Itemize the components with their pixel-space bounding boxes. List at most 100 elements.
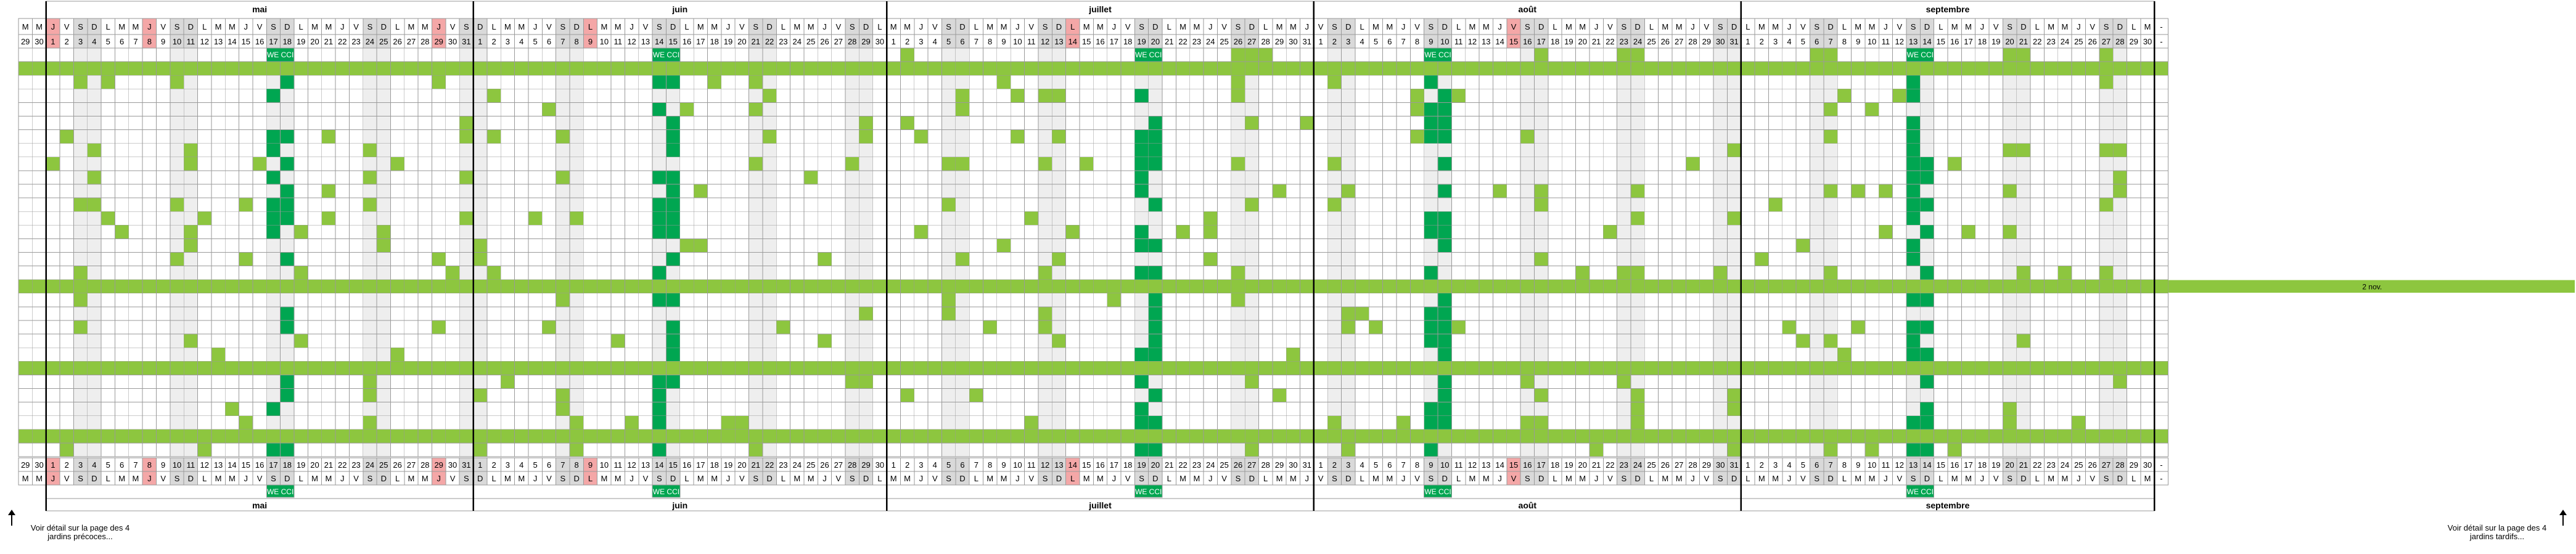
- booking-cell[interactable]: [404, 306, 419, 321]
- booking-cell[interactable]: [266, 415, 281, 430]
- booking-cell[interactable]: [1465, 170, 1480, 185]
- booking-cell[interactable]: [473, 306, 488, 321]
- booking-cell[interactable]: [1768, 143, 1783, 158]
- booking-cell[interactable]: [955, 88, 970, 103]
- booking-cell[interactable]: [1396, 320, 1411, 335]
- booking-cell[interactable]: [417, 266, 432, 280]
- booking-cell[interactable]: [983, 375, 998, 389]
- booking-cell[interactable]: [349, 333, 364, 348]
- booking-cell[interactable]: [597, 75, 612, 89]
- booking-cell[interactable]: [872, 61, 887, 76]
- booking-cell[interactable]: [1341, 375, 1356, 389]
- booking-cell[interactable]: [1396, 347, 1411, 362]
- booking-cell[interactable]: [1107, 388, 1122, 403]
- booking-cell[interactable]: [693, 375, 708, 389]
- booking-cell[interactable]: [115, 157, 129, 171]
- booking-cell[interactable]: [693, 102, 708, 116]
- booking-cell[interactable]: [445, 170, 460, 185]
- booking-cell[interactable]: [1120, 252, 1135, 267]
- booking-cell[interactable]: [1162, 347, 1176, 362]
- booking-cell[interactable]: [18, 88, 33, 103]
- booking-cell[interactable]: [1726, 75, 1742, 89]
- booking-cell[interactable]: [734, 375, 749, 389]
- booking-cell[interactable]: [18, 266, 33, 280]
- booking-cell[interactable]: [817, 129, 832, 144]
- booking-cell[interactable]: [721, 157, 736, 171]
- booking-cell[interactable]: [638, 61, 653, 76]
- booking-cell[interactable]: [142, 88, 157, 103]
- booking-cell[interactable]: [170, 252, 184, 267]
- booking-cell[interactable]: [197, 61, 212, 76]
- booking-cell[interactable]: [59, 47, 74, 62]
- booking-cell[interactable]: [1493, 88, 1507, 103]
- booking-cell[interactable]: [610, 402, 625, 417]
- booking-cell[interactable]: [1341, 333, 1356, 348]
- booking-cell[interactable]: [914, 266, 929, 280]
- booking-cell[interactable]: [1258, 88, 1273, 103]
- booking-cell[interactable]: [927, 375, 942, 389]
- booking-cell[interactable]: [1713, 375, 1728, 389]
- booking-cell[interactable]: [803, 224, 818, 239]
- booking-cell[interactable]: [1134, 170, 1149, 185]
- booking-cell[interactable]: [625, 293, 639, 308]
- booking-cell[interactable]: [211, 347, 226, 362]
- booking-cell[interactable]: [1617, 224, 1631, 239]
- booking-cell[interactable]: [803, 197, 818, 212]
- booking-cell[interactable]: [1602, 375, 1618, 389]
- booking-cell[interactable]: [1010, 279, 1025, 294]
- booking-cell[interactable]: [1148, 61, 1163, 76]
- booking-cell[interactable]: [1024, 279, 1039, 294]
- booking-cell[interactable]: [1575, 320, 1590, 335]
- booking-cell[interactable]: [224, 224, 240, 239]
- booking-cell[interactable]: [528, 143, 543, 158]
- booking-cell[interactable]: [1368, 211, 1384, 226]
- booking-cell[interactable]: [610, 361, 625, 375]
- booking-cell[interactable]: [1726, 306, 1742, 321]
- booking-cell[interactable]: [597, 293, 612, 308]
- booking-cell[interactable]: [1093, 442, 1108, 457]
- booking-cell[interactable]: [569, 375, 584, 389]
- booking-cell[interactable]: [459, 415, 474, 430]
- booking-cell[interactable]: [1534, 293, 1549, 308]
- booking-cell[interactable]: [1396, 224, 1411, 239]
- booking-cell[interactable]: [1409, 143, 1425, 158]
- booking-cell[interactable]: [1093, 184, 1108, 198]
- booking-cell[interactable]: [955, 61, 970, 76]
- booking-cell[interactable]: [239, 102, 253, 116]
- booking-cell[interactable]: [528, 75, 543, 89]
- booking-cell[interactable]: [1617, 442, 1631, 457]
- booking-cell[interactable]: [59, 266, 74, 280]
- booking-cell[interactable]: [597, 211, 612, 226]
- booking-cell[interactable]: [679, 157, 694, 171]
- booking-cell[interactable]: [363, 415, 377, 430]
- booking-cell[interactable]: [707, 47, 722, 62]
- booking-cell[interactable]: [307, 388, 322, 403]
- booking-cell[interactable]: [1685, 116, 1700, 131]
- booking-cell[interactable]: [1148, 184, 1163, 198]
- booking-cell[interactable]: [900, 143, 915, 158]
- booking-cell[interactable]: [1534, 102, 1549, 116]
- booking-cell[interactable]: [1782, 415, 1797, 430]
- booking-cell[interactable]: [886, 375, 901, 389]
- booking-cell[interactable]: [486, 75, 501, 89]
- booking-cell[interactable]: [128, 129, 143, 144]
- booking-cell[interactable]: [1520, 47, 1535, 62]
- booking-cell[interactable]: [1300, 402, 1315, 417]
- booking-cell[interactable]: [1451, 333, 1466, 348]
- booking-cell[interactable]: [1451, 415, 1466, 430]
- booking-cell[interactable]: [1548, 211, 1562, 226]
- booking-cell[interactable]: [569, 361, 584, 375]
- booking-cell[interactable]: [211, 333, 226, 348]
- booking-cell[interactable]: [693, 75, 708, 89]
- booking-cell[interactable]: [1313, 252, 1328, 267]
- booking-cell[interactable]: [376, 143, 391, 158]
- booking-cell[interactable]: [528, 47, 543, 62]
- booking-cell[interactable]: [100, 320, 115, 335]
- booking-cell[interactable]: [1051, 279, 1067, 294]
- booking-cell[interactable]: [817, 361, 832, 375]
- booking-cell[interactable]: [955, 361, 970, 375]
- booking-cell[interactable]: [1286, 197, 1300, 212]
- booking-cell[interactable]: [693, 129, 708, 144]
- booking-cell[interactable]: [1465, 88, 1480, 103]
- booking-cell[interactable]: [59, 129, 74, 144]
